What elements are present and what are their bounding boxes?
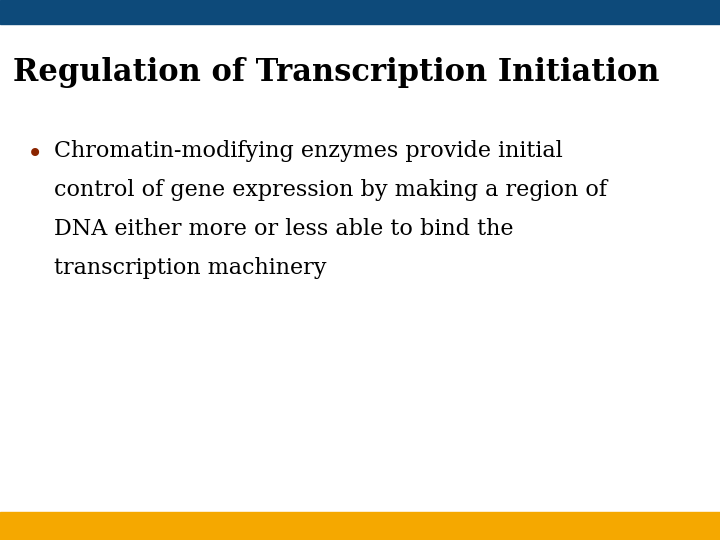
Text: DNA either more or less able to bind the: DNA either more or less able to bind the [54,218,513,240]
Text: transcription machinery: transcription machinery [54,257,326,279]
Text: control of gene expression by making a region of: control of gene expression by making a r… [54,179,607,201]
Text: © 2011 Pearson Education, Inc.: © 2011 Pearson Education, Inc. [9,523,189,534]
Text: Regulation of Transcription Initiation: Regulation of Transcription Initiation [13,57,660,87]
Text: •: • [27,140,42,168]
Text: Chromatin-modifying enzymes provide initial: Chromatin-modifying enzymes provide init… [54,140,563,163]
